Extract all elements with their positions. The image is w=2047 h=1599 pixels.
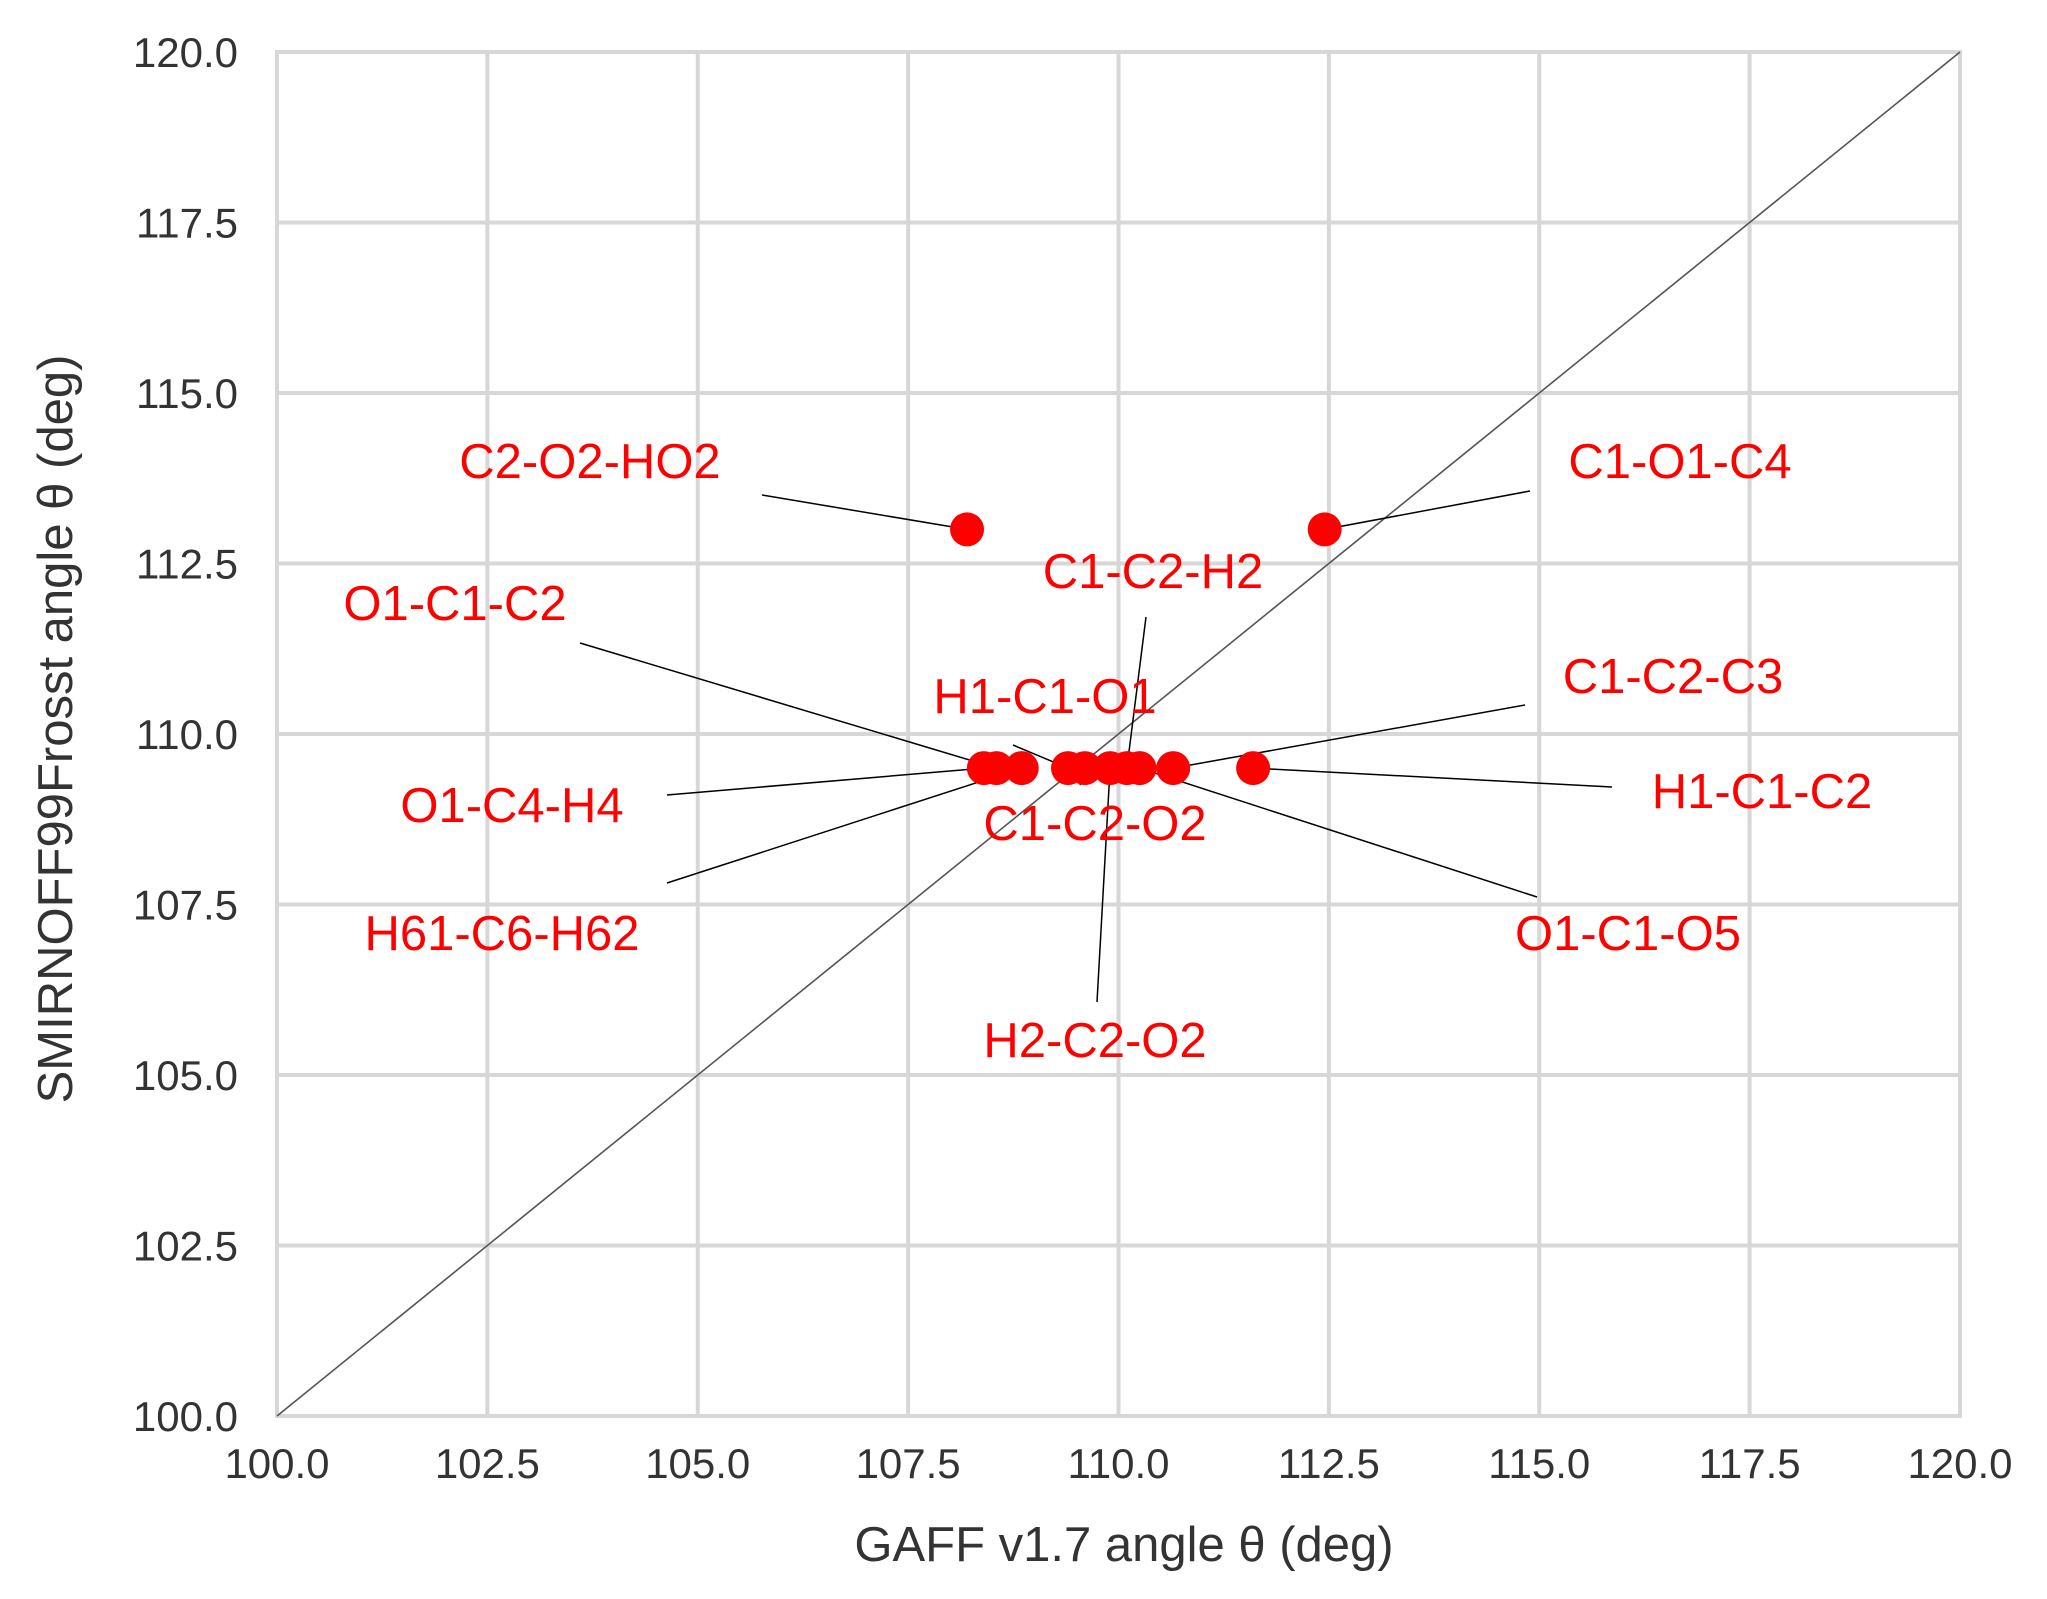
y-tick-label: 107.5 [133,882,238,929]
y-axis-label: SMIRNOFF99Frosst angle θ (deg) [29,355,83,1104]
data-points [950,512,1342,786]
x-tick-labels: 100.0 102.5 105.0 107.5 110.0 112.5 115.0 117.5… [224,1440,2012,1487]
annotation-leader [1126,616,1147,769]
point-annotation-label: H61-C6-H62 [364,907,639,961]
annotation-leader [666,767,1022,884]
annotation-leader [1139,767,1538,898]
x-tick-label: 105.0 [645,1440,750,1487]
y-tick-labels: 100.0 102.5 105.0 107.5 110.0 112.5 115.0 117.5… [133,29,238,1440]
x-tick-label: 115.0 [1488,1440,1590,1487]
y-tick-label: 105.0 [133,1052,238,1099]
x-tick-label: 112.5 [1278,1440,1380,1487]
annotation-leader [1096,768,1111,1003]
point-annotation-label: H1-C1-O1 [933,670,1156,724]
annotation-leader [1324,490,1531,531]
point-annotation-label: O1-C1-C2 [343,577,566,631]
x-tick-label: 102.5 [435,1440,540,1487]
y-tick-label: 102.5 [133,1223,238,1270]
y-tick-label: 120.0 [133,29,238,76]
point-annotation-label: C1-C2-O2 [983,797,1206,851]
y-tick-label: 115.0 [136,370,238,417]
data-point [1156,751,1191,786]
data-point [1307,512,1342,547]
x-tick-label: 100.0 [224,1440,329,1487]
plot-frame [275,50,1962,1418]
annotation-leader [666,767,984,796]
x-tick-label: 117.5 [1699,1440,1801,1487]
annotation-leaders [579,490,1613,1003]
annotation-labels: C2-O2-HO2 C1-O1-C4 O1-C1-C2 O1-C4-H4 H61-C6-… [343,435,1872,1068]
x-tick-label: 110.0 [1068,1440,1170,1487]
y-tick-label: 112.5 [136,541,238,588]
x-axis-label: GAFF v1.7 angle θ (deg) [854,1518,1393,1572]
point-annotation-label: C1-O1-C4 [1568,435,1791,489]
annotation-leader [1173,704,1526,769]
y-tick-label: 100.0 [133,1393,238,1440]
data-point [1236,751,1271,786]
x-tick-label: 120.0 [1907,1440,2012,1487]
annotation-leader [579,642,997,769]
x-tick-label: 107.5 [856,1440,961,1487]
point-annotation-label: C1-C2-H2 [1043,545,1264,599]
data-point [1122,751,1157,786]
point-annotation-label: O1-C4-H4 [400,779,623,833]
y-tick-label: 117.5 [136,200,238,247]
identity-line [276,51,1961,1417]
data-point [966,751,1001,786]
data-point [1004,751,1039,786]
point-annotation-label: H1-C1-C2 [1652,765,1873,819]
point-annotation-label: C1-C2-C3 [1563,650,1784,704]
point-annotation-label: C2-O2-HO2 [459,435,720,489]
annotation-leader [1253,767,1613,788]
plot-border [275,50,1962,1418]
diagonal-line [276,51,1961,1417]
y-tick-label: 110.0 [136,711,238,758]
point-annotation-label: H2-C2-O2 [983,1014,1206,1068]
point-annotation-label: O1-C1-O5 [1515,907,1741,961]
annotation-leader [761,494,968,531]
data-point [1067,751,1102,786]
data-point [950,512,985,547]
